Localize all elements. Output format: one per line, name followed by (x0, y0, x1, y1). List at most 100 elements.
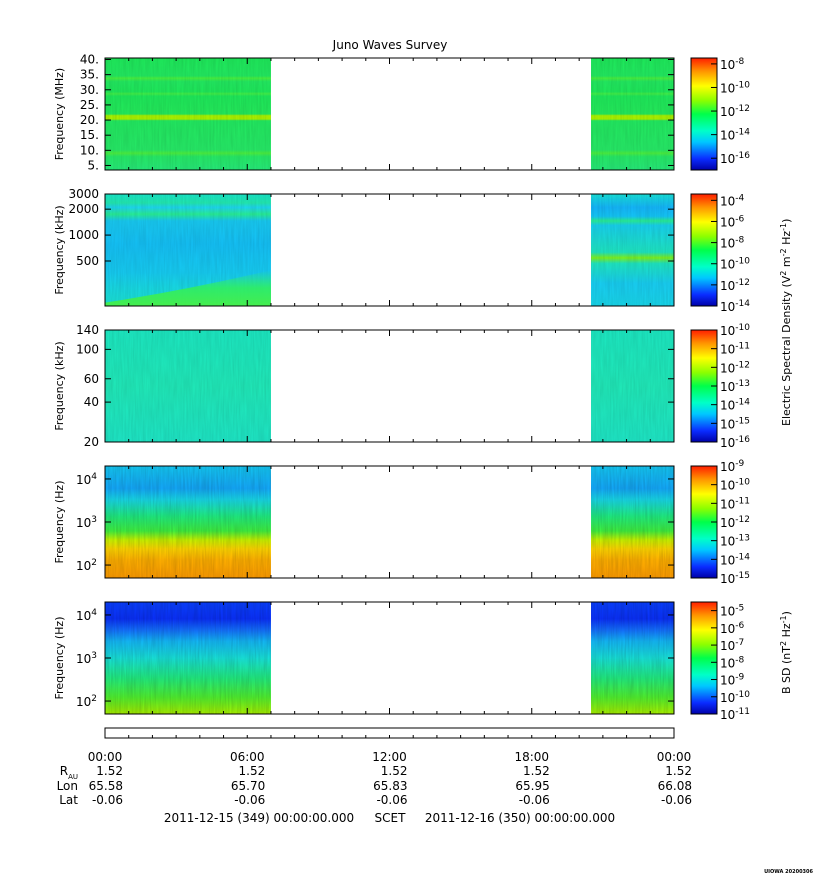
spectrogram-texture (591, 602, 674, 714)
colorbar-tick-label: 10-7 (720, 638, 744, 653)
time-tick-label: 00:00 (88, 750, 123, 764)
colorbar-tick-label: 10-12 (720, 278, 750, 293)
colorbar-tick-label: 10-15 (720, 571, 750, 586)
y-tick-label: 60 (84, 372, 99, 386)
y-tick-label: 5. (88, 158, 99, 172)
colorbar-tick-label: 10-9 (720, 673, 745, 688)
colorbar-tick-label: 10-4 (720, 193, 745, 208)
panel-1: 40.35.30.25.20.15.10.5. Frequency (MHz) (53, 53, 675, 172)
colorbar-tick-label: 10-10 (720, 478, 750, 493)
y-tick-label: 20 (84, 435, 99, 449)
magnetic-colorbar-label: B SD (nT2 Hz-1) (779, 611, 794, 694)
colorbars: 10-8 10-10 10-12 10-14 10-16 10-4 10-6 10-8 10-1… (690, 57, 750, 722)
ephemeris-value: 65.83 (373, 779, 407, 793)
y-tick-label: 104 (76, 608, 97, 623)
ephemeris-value: 65.70 (231, 779, 265, 793)
y-axis-label: Frequency (Hz) (53, 617, 66, 700)
y-tick-label: 20. (80, 113, 99, 127)
colorbar-tick-label: 10-13 (720, 379, 750, 394)
y-tick-label: 140 (76, 323, 99, 337)
spectrogram-texture (591, 194, 674, 306)
footer-scet: SCET (375, 811, 407, 825)
colorbar-tick-label: 10-9 (720, 459, 745, 474)
y-tick-label: 40 (84, 395, 99, 409)
y-tick-label: 1000 (68, 228, 99, 242)
colorbar-1: 10-8 10-10 10-12 10-14 10-16 (690, 57, 750, 171)
spectrogram-texture (105, 330, 271, 442)
ephemeris-value: -0.06 (376, 793, 407, 807)
y-tick-label: 3000 (68, 187, 99, 201)
ephemeris-value: -0.06 (661, 793, 692, 807)
y-tick-label: 40. (80, 53, 99, 67)
credit-text: UIOWA 20200306 (764, 869, 813, 875)
colorbar-tick-label: 10-8 (720, 57, 745, 72)
y-tick-label: 103 (76, 515, 97, 530)
y-tick-label: 10. (80, 143, 99, 157)
y-tick-label: 35. (80, 68, 99, 82)
emission-feature (105, 270, 271, 306)
panel-5: 104 103 102 Frequency (Hz) (53, 601, 675, 715)
ephemeris-value: 1.52 (239, 764, 266, 778)
colorbar-3: 10-10 10-11 10-12 10-13 10-14 10-15 10-16 (690, 323, 750, 450)
chart-title: Juno Waves Survey (332, 38, 448, 52)
spectrogram-texture (105, 466, 271, 578)
ephemeris-row-label: Lon (57, 779, 78, 793)
colorbar-tick-label: 10-12 (720, 104, 750, 119)
colorbar-tick-label: 10-12 (720, 515, 750, 530)
electric-colorbar-label: Electric Spectral Density (V2 m-2 Hz-1) (779, 219, 794, 426)
y-tick-label: 500 (76, 254, 99, 268)
colorbar-scale (690, 601, 718, 715)
y-axis-label: Frequency (kHz) (53, 341, 66, 430)
colorbar-tick-label: 10-11 (720, 707, 750, 722)
time-tick-label: 18:00 (514, 750, 549, 764)
y-tick-label: 102 (76, 694, 97, 709)
y-tick-label: 30. (80, 83, 99, 97)
ephemeris-value: -0.06 (92, 793, 123, 807)
colorbar-tick-label: 10-15 (720, 416, 750, 431)
colorbar-tick-label: 10-10 (720, 257, 750, 272)
ephemeris-value: -0.06 (519, 793, 550, 807)
colorbar-tick-label: 10-14 (720, 398, 750, 413)
colorbar-tick-label: 10-13 (720, 534, 750, 549)
colorbar-tick-label: 10-6 (720, 214, 745, 229)
colorbar-tick-label: 10-14 (720, 128, 750, 143)
footer-end: 2011-12-16 (350) 00:00:00.000 (425, 811, 615, 825)
colorbar-tick-label: 10-5 (720, 604, 744, 619)
y-tick-label: 15. (80, 128, 99, 142)
colorbar-tick-label: 10-12 (720, 360, 750, 375)
ephemeris-value: 65.95 (515, 779, 549, 793)
colorbar-tick-label: 10-14 (720, 552, 750, 567)
ephemeris-value: 1.52 (523, 764, 550, 778)
spectrogram-texture (105, 602, 271, 714)
panel-4: 104 103 102 Frequency (Hz) (53, 465, 675, 579)
colorbar-scale (690, 193, 718, 307)
y-axis-label: Frequency (Hz) (53, 481, 66, 564)
colorbar-tick-label: 10-8 (720, 655, 745, 670)
colorbar-tick-label: 10-11 (720, 342, 750, 357)
ephemeris-value: 66.08 (658, 779, 692, 793)
spectrogram-panels: 40.35.30.25.20.15.10.5. Frequency (MHz) 30… (53, 53, 675, 715)
ephemeris-value: 1.52 (96, 764, 123, 778)
colorbar-5: 10-5 10-6 10-7 10-8 10-9 10-10 10-11 (690, 601, 750, 722)
colorbar-tick-label: 10-10 (720, 323, 750, 338)
ephemeris-value: 1.52 (665, 764, 692, 778)
colorbar-4: 10-9 10-10 10-11 10-12 10-13 10-14 10-15 (690, 459, 750, 586)
y-tick-label: 25. (80, 98, 99, 112)
ephemeris-value: -0.06 (234, 793, 265, 807)
colorbar-tick-label: 10-11 (720, 496, 750, 511)
y-axis-label: Frequency (kHz) (53, 205, 66, 294)
time-axis: 00:00 06:00 12:00 18:00 00:00 RAU 1.52 1.52 1.52… (57, 727, 692, 807)
spectrogram-texture (105, 58, 271, 170)
y-tick-label: 2000 (68, 202, 99, 216)
colorbar-tick-label: 10-16 (720, 435, 750, 450)
y-tick-label: 100 (76, 342, 99, 356)
panel-3: 140 100 60 40 20 Frequency (kHz) (53, 323, 675, 449)
colorbar-2: 10-4 10-6 10-8 10-10 10-12 10-14 (690, 193, 750, 314)
time-tick-label: 06:00 (230, 750, 265, 764)
colorbar-tick-label: 10-8 (720, 236, 745, 251)
y-tick-label: 103 (76, 651, 97, 666)
ephemeris-value: 65.58 (89, 779, 123, 793)
y-axis-label: Frequency (MHz) (53, 68, 66, 160)
